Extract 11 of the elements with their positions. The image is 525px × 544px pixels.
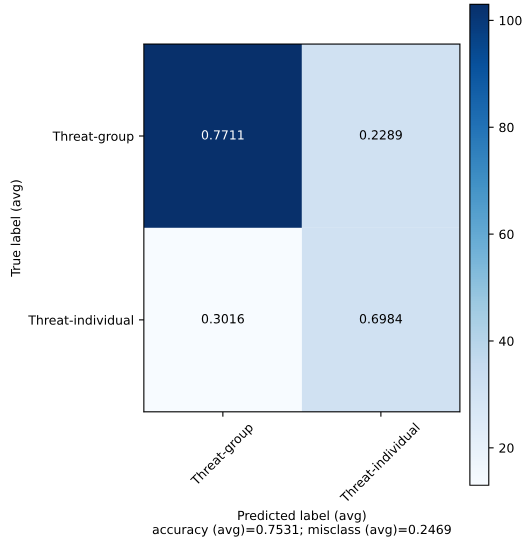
annotation: 0.7711 [202, 130, 244, 140]
color-bar-label: 60 [499, 230, 514, 240]
color-bar-label: 100 [500, 16, 522, 26]
x-axis-title: Predicted label (avg) accuracy (avg)=0.7531; misclass (avg)=0.2469 [152, 510, 451, 537]
color-bar-label: 20 [499, 443, 514, 453]
color-bar-label: 80 [499, 122, 514, 132]
annotation: 0.3016 [202, 314, 244, 324]
color-bar-label: 40 [499, 336, 514, 346]
y-axis-title: True label (avg) [10, 180, 23, 277]
annotation: 0.6984 [360, 314, 402, 324]
annotation: 0.2289 [360, 130, 402, 140]
